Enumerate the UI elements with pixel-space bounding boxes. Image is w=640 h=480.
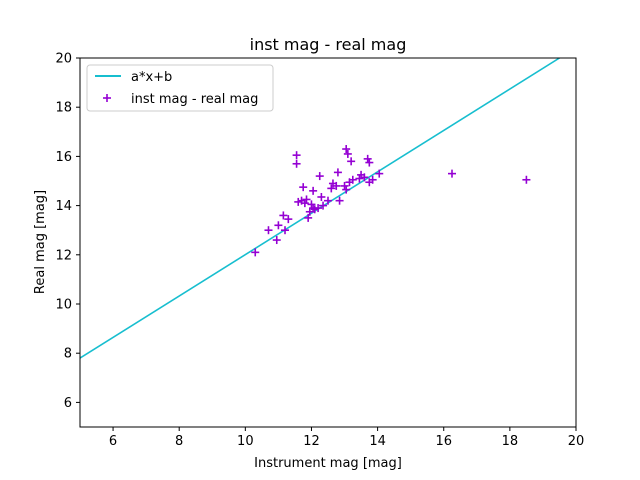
scatter-point: [340, 181, 349, 190]
x-tick-label: 8: [175, 434, 183, 449]
scatter-point: [304, 213, 313, 222]
scatter-point: [251, 248, 260, 257]
x-tick-label: 6: [109, 434, 117, 449]
y-tick-label: 20: [55, 52, 72, 67]
scatter-point: [324, 196, 332, 205]
scatter-point: [375, 169, 384, 178]
y-tick-label: 14: [55, 199, 72, 214]
y-tick-label: 12: [55, 248, 72, 263]
scatter-point: [299, 183, 308, 192]
scatter-point: [309, 186, 318, 195]
scatter-point: [368, 175, 377, 184]
scatter-point: [314, 204, 323, 213]
y-tick-label: 10: [55, 298, 72, 313]
y-tick-label: 8: [64, 347, 72, 362]
scatter-point: [284, 215, 293, 224]
legend-scatter-label: inst mag - real mag: [131, 92, 258, 107]
scatter-point: [343, 149, 352, 158]
plot-area: [80, 58, 560, 359]
scatter-point: [327, 184, 336, 193]
scatter-point: [302, 195, 311, 204]
scatter-point: [292, 159, 301, 168]
x-axis-label: Instrument mag [mag]: [254, 456, 402, 471]
x-tick-label: 18: [502, 434, 519, 449]
legend: a*x+b inst mag - real mag: [86, 64, 274, 112]
scatter-point: [363, 154, 372, 163]
axis-ticks: 6 8 10 12 14 16 18 20 6 8 10 12 14 16 18 20: [55, 52, 584, 450]
scatter-point: [348, 175, 357, 184]
scatter-point: [319, 201, 328, 210]
chart-title: inst mag - real mag: [250, 35, 407, 54]
x-tick-label: 12: [303, 434, 320, 449]
x-tick-label: 14: [369, 434, 386, 449]
scatter-point: [317, 192, 326, 201]
scatter-point: [335, 196, 344, 205]
axes-frame: [79, 57, 577, 428]
scatter-point: [279, 211, 288, 220]
scatter-point: [300, 199, 309, 208]
y-tick-label: 18: [55, 101, 72, 116]
x-tick-label: 16: [435, 434, 452, 449]
scatter-point: [332, 181, 341, 190]
scatter-point: [315, 172, 324, 181]
scatter-point: [264, 226, 273, 235]
scatter-point: [274, 221, 283, 230]
legend-marker-swatch: [103, 94, 111, 102]
x-tick-label: 10: [237, 434, 254, 449]
scatter-point: [292, 151, 301, 160]
y-axis-label: Real mag [mag]: [33, 190, 48, 294]
scatter-point: [448, 169, 456, 178]
x-tick-label: 20: [568, 434, 585, 449]
scatter-point: [347, 157, 356, 166]
scatter-point: [522, 175, 531, 184]
scatter-point: [281, 226, 290, 235]
scatter-point: [333, 168, 342, 177]
legend-box: [86, 64, 274, 112]
legend-fit-line-label: a*x+b: [131, 70, 172, 85]
scatter-point: [272, 236, 281, 245]
scatter-point: [307, 200, 316, 209]
y-tick-label: 6: [64, 396, 72, 411]
scatter-point: [360, 173, 369, 182]
scatter-point: [365, 158, 374, 167]
scatter-point: [342, 145, 351, 154]
scatter-point: [342, 185, 351, 194]
scatter-point: [355, 174, 364, 183]
y-tick-label: 16: [55, 150, 72, 165]
